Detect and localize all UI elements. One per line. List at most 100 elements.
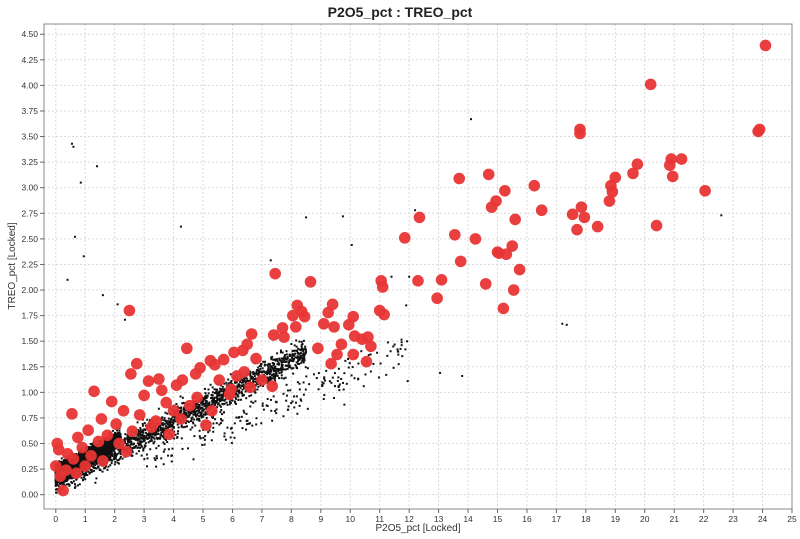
background-point	[298, 388, 301, 391]
background-point	[136, 438, 139, 441]
background-point	[115, 436, 118, 439]
y-tick-label: 1.50	[21, 336, 38, 346]
background-point	[196, 417, 199, 420]
background-point	[233, 436, 236, 439]
highlighted-point	[650, 219, 663, 232]
background-point	[401, 355, 404, 358]
background-point	[161, 416, 164, 419]
background-point	[82, 454, 85, 457]
background-point	[155, 455, 158, 458]
background-point	[145, 453, 148, 456]
background-point	[181, 402, 184, 405]
background-point	[63, 458, 66, 461]
background-point	[264, 360, 267, 363]
background-point	[276, 360, 279, 363]
background-point	[397, 353, 400, 356]
background-point	[140, 445, 143, 448]
background-point	[236, 395, 239, 398]
background-point	[295, 350, 298, 353]
background-point	[312, 373, 315, 376]
background-point	[112, 449, 115, 452]
background-point	[140, 454, 143, 457]
background-point	[92, 466, 95, 469]
background-point	[103, 439, 106, 442]
background-point	[119, 433, 122, 436]
background-point	[56, 484, 59, 487]
background-point	[241, 388, 244, 391]
background-point	[72, 145, 75, 148]
background-point	[214, 400, 217, 403]
background-point	[158, 425, 161, 428]
background-point	[230, 380, 233, 383]
background-point	[255, 382, 258, 385]
background-point	[142, 429, 145, 432]
highlighted-point	[189, 368, 202, 380]
x-tick-label: 14	[463, 514, 473, 524]
background-point	[162, 450, 165, 453]
background-point	[176, 423, 179, 426]
background-point	[390, 275, 393, 278]
highlighted-point	[266, 380, 279, 393]
highlighted-point	[101, 429, 114, 442]
background-point	[123, 437, 126, 440]
background-point	[255, 377, 258, 380]
background-point	[362, 385, 365, 388]
y-tick-label: 4.00	[21, 80, 38, 90]
background-point	[245, 379, 248, 382]
background-point	[61, 482, 64, 485]
background-point	[139, 432, 142, 435]
background-point	[116, 303, 119, 306]
background-point	[206, 404, 209, 407]
background-point	[345, 382, 348, 385]
background-point	[192, 409, 195, 412]
background-point	[266, 397, 269, 400]
background-point	[107, 442, 110, 445]
background-point	[300, 361, 303, 364]
background-point	[117, 458, 120, 461]
background-point	[208, 429, 211, 432]
background-point	[270, 374, 273, 377]
background-point	[55, 483, 58, 486]
highlighted-point	[627, 167, 639, 180]
background-point	[198, 406, 201, 409]
background-point	[149, 440, 152, 443]
background-point	[90, 447, 93, 450]
background-point	[212, 415, 215, 418]
background-point	[129, 438, 132, 441]
background-point	[225, 401, 228, 404]
background-point	[302, 381, 305, 384]
background-point	[260, 365, 263, 368]
background-point	[211, 401, 214, 404]
background-point	[340, 377, 343, 380]
background-point	[63, 460, 66, 463]
highlighted-point	[79, 460, 92, 472]
background-point	[397, 363, 400, 366]
background-point	[274, 379, 277, 382]
background-point	[263, 364, 266, 367]
background-point	[300, 354, 303, 357]
background-point	[224, 398, 227, 401]
background-point	[266, 376, 269, 379]
background-point	[141, 433, 144, 436]
background-point	[215, 400, 218, 403]
background-point	[123, 440, 126, 443]
background-point	[204, 404, 207, 407]
background-point	[223, 399, 226, 402]
background-point	[97, 448, 100, 451]
background-point	[305, 375, 308, 378]
background-point	[217, 394, 220, 397]
background-point	[221, 390, 224, 393]
background-point	[193, 412, 196, 415]
background-point	[102, 467, 105, 470]
background-point	[82, 458, 85, 461]
background-point	[239, 419, 242, 422]
background-point	[299, 354, 302, 357]
background-point	[216, 397, 219, 400]
highlighted-point	[298, 310, 311, 323]
background-point	[211, 416, 214, 419]
background-point	[255, 423, 258, 426]
background-point	[146, 457, 149, 460]
background-point	[170, 454, 173, 457]
background-point	[73, 483, 76, 486]
background-point	[277, 361, 280, 364]
